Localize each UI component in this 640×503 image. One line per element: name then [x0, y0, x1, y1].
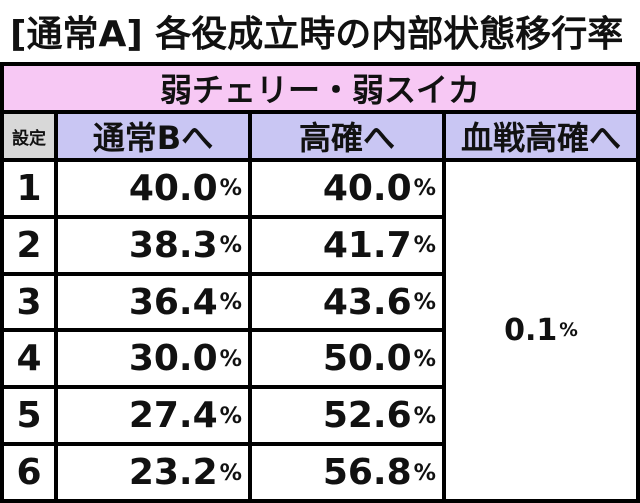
setting-cell: 4	[4, 332, 54, 386]
value-cell: 40.0%	[252, 162, 442, 215]
merged-value-cell: 0.1%	[446, 162, 636, 499]
value-cell: 36.4%	[58, 275, 248, 329]
table-caption: 弱チェリー・弱スイカ	[4, 66, 636, 110]
setting-cell: 1	[4, 162, 54, 215]
value-cell: 27.4%	[58, 389, 248, 443]
value-cell: 52.6%	[252, 389, 442, 443]
value-cell: 30.0%	[58, 332, 248, 386]
column-header: 通常Bへ	[58, 114, 248, 158]
column-header: 高確へ	[252, 114, 442, 158]
value-cell: 50.0%	[252, 332, 442, 386]
value-cell: 23.2%	[58, 446, 248, 499]
setting-cell: 2	[4, 218, 54, 272]
column-header: 血戦高確へ	[446, 114, 636, 158]
value-cell: 40.0%	[58, 162, 248, 215]
setting-cell: 5	[4, 389, 54, 443]
value-cell: 43.6%	[252, 275, 442, 329]
title: [通常A] 各役成立時の内部状態移行率	[10, 14, 624, 55]
setting-cell: 3	[4, 275, 54, 329]
column-header: 設定	[4, 114, 54, 158]
value-cell: 38.3%	[58, 218, 248, 272]
setting-cell: 6	[4, 446, 54, 499]
table: 弱チェリー・弱スイカ 設定 通常Bへ 高確へ 血戦高確へ 1 40.0% 40.0% 2 38.…	[0, 62, 640, 503]
value-cell: 56.8%	[252, 446, 442, 499]
value-cell: 41.7%	[252, 218, 442, 272]
